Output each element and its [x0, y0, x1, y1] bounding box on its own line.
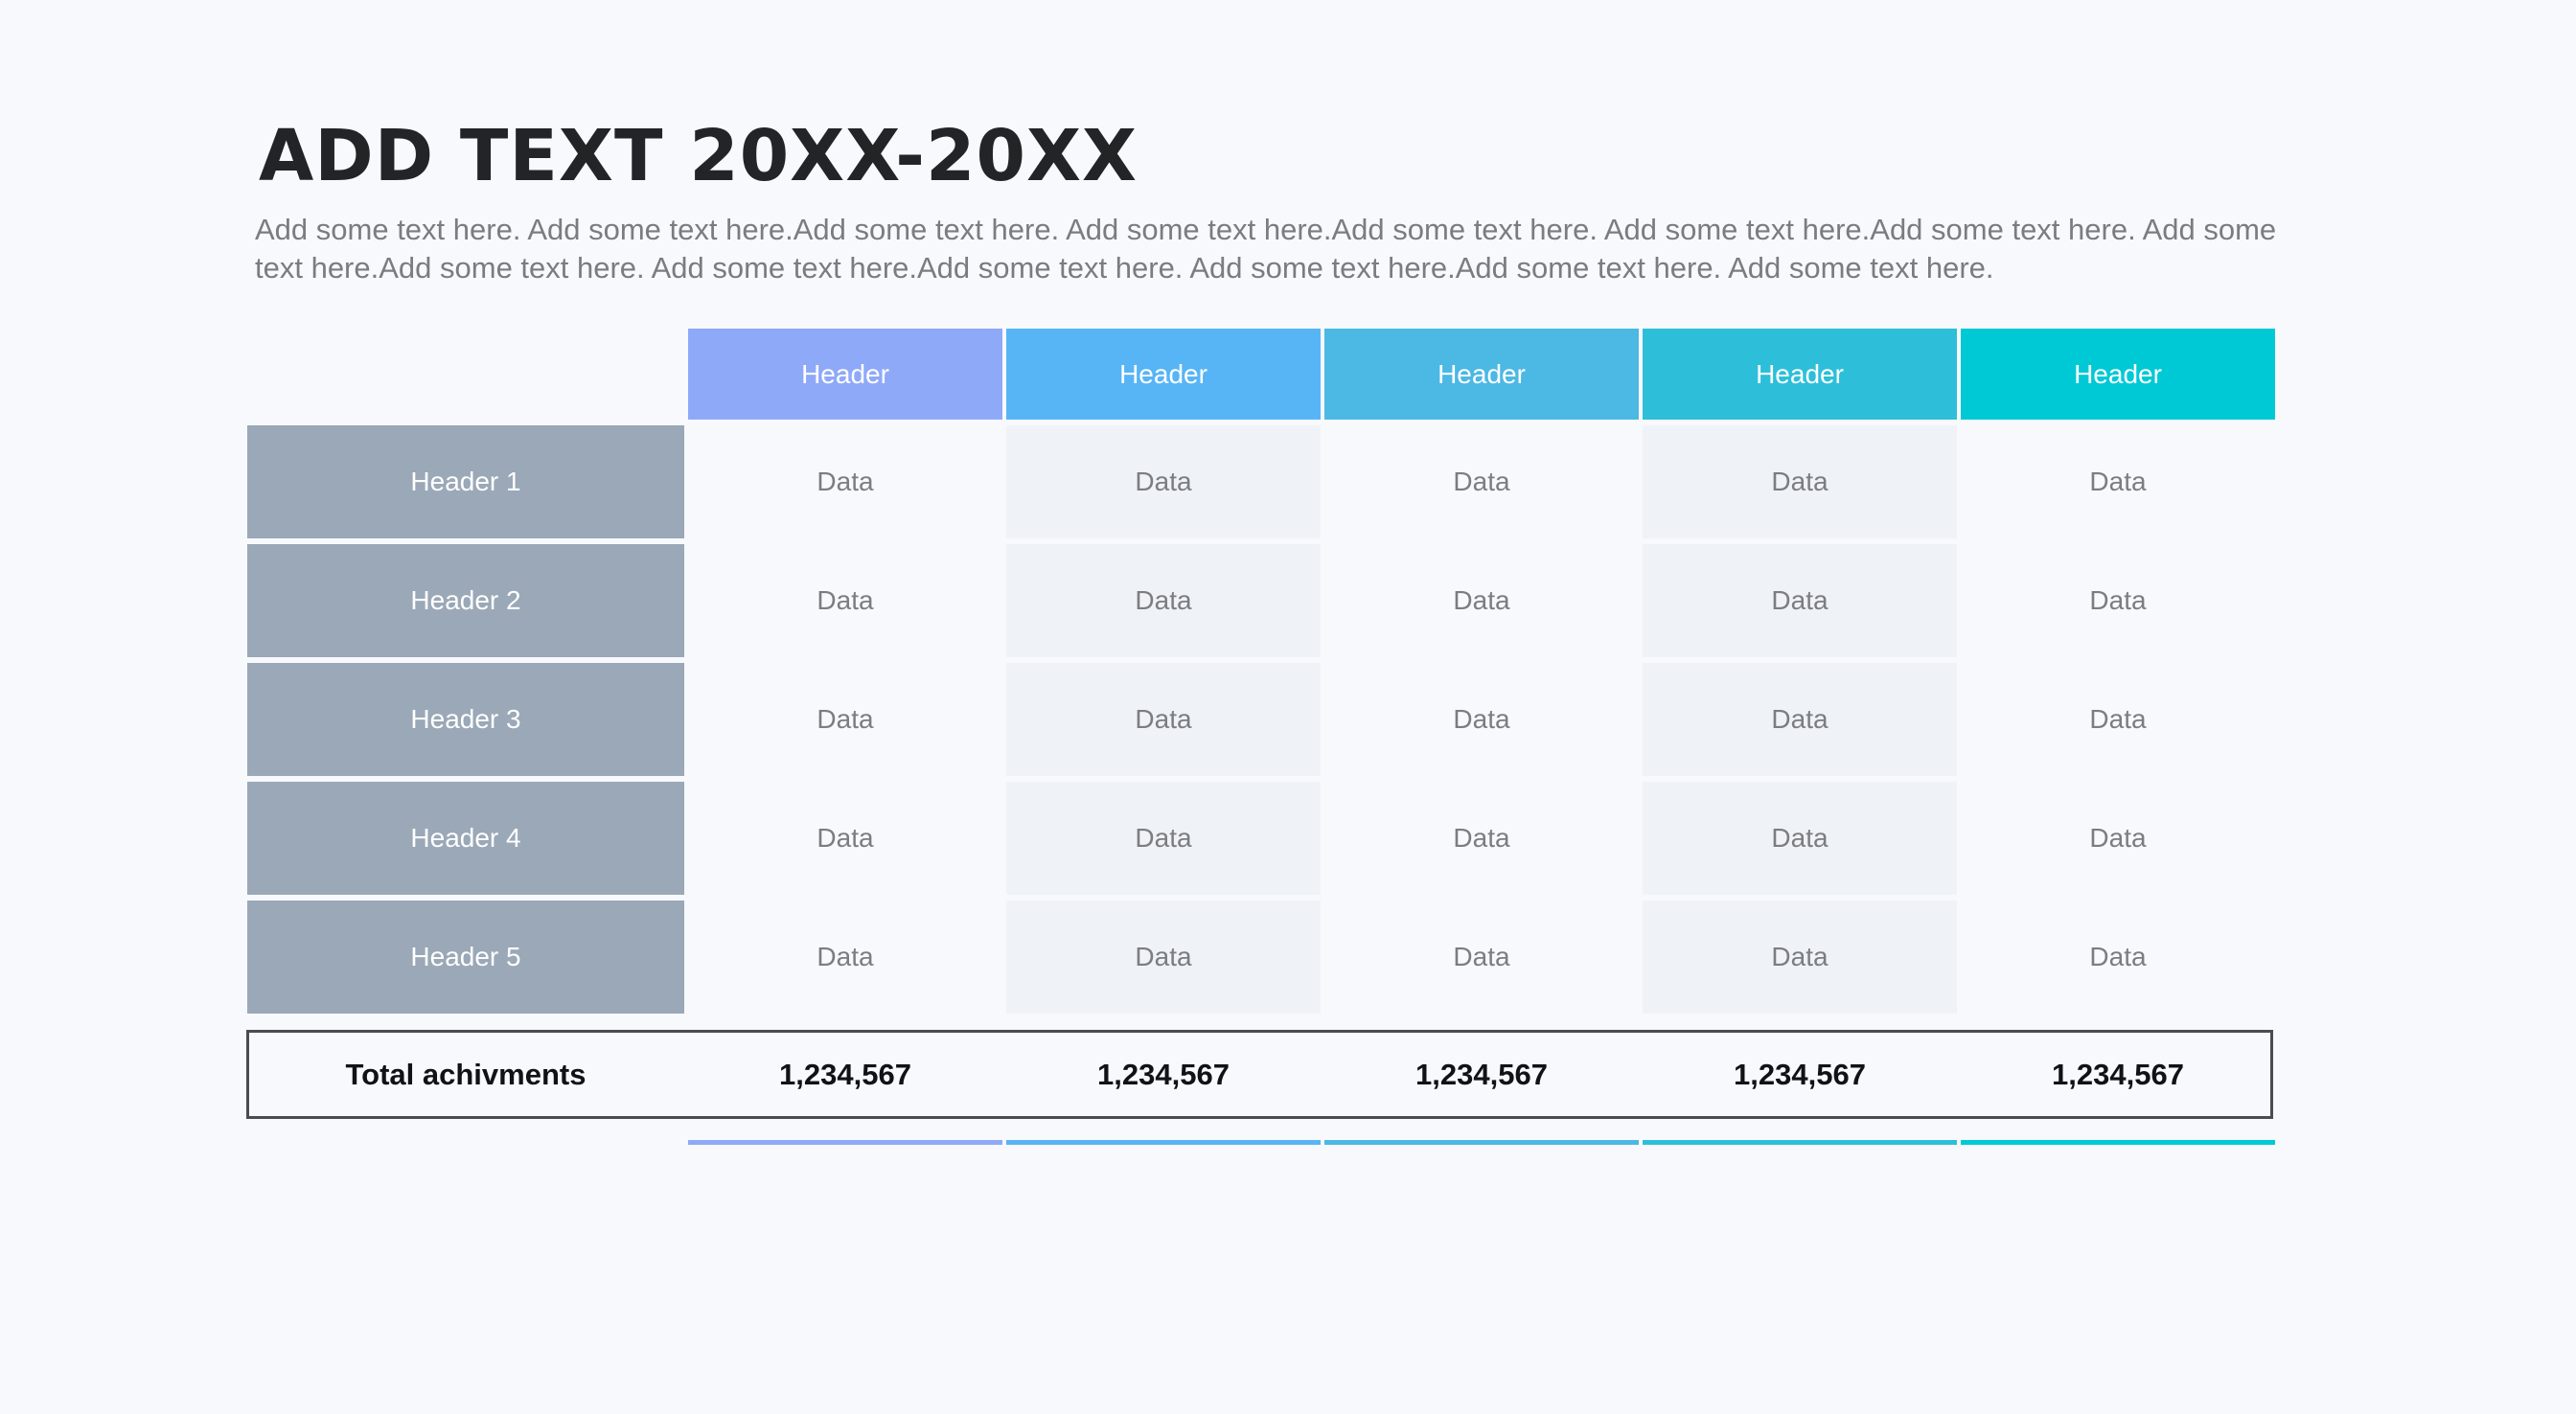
total-value-3: 1,234,567: [1415, 1057, 1548, 1091]
table-cell: Data: [2089, 585, 2147, 615]
row-header-5: Header 5: [247, 901, 684, 1014]
table-cell: Data: [2089, 704, 2147, 734]
page-title: ADD TEXT 20XX-20XX: [259, 115, 1138, 197]
row-header-1: Header 1: [247, 425, 684, 538]
column-header-3: Header: [1324, 329, 1639, 420]
table-cell: Data: [2089, 467, 2147, 496]
table-cell: Data: [1643, 544, 1957, 657]
table-cell: Data: [1006, 782, 1321, 895]
table-cell: Data: [1453, 823, 1510, 853]
table-cell: Data: [1006, 901, 1321, 1014]
table-cell: Data: [1643, 425, 1957, 538]
table-cell: Data: [816, 704, 874, 734]
row-header-4: Header 4: [247, 782, 684, 895]
column-header-2: Header: [1006, 329, 1321, 420]
total-value-1: 1,234,567: [779, 1057, 911, 1091]
table-cell: Data: [1453, 467, 1510, 496]
table-cell: Data: [1006, 663, 1321, 776]
table-cell: Data: [2089, 942, 2147, 971]
accent-line-5: [1961, 1140, 2275, 1145]
table-cell: Data: [816, 467, 874, 496]
total-value-4: 1,234,567: [1734, 1057, 1866, 1091]
table-cell: Data: [1453, 942, 1510, 971]
accent-line-4: [1643, 1140, 1957, 1145]
description-text: Add some text here. Add some text here.A…: [255, 213, 2277, 285]
table-cell: Data: [1453, 704, 1510, 734]
table-cell: Data: [1643, 901, 1957, 1014]
accent-line-1: [688, 1140, 1002, 1145]
table-cell: Data: [1643, 663, 1957, 776]
total-label: Total achivments: [345, 1057, 586, 1091]
total-row-border: [246, 1030, 2273, 1119]
table-cell: Data: [2089, 823, 2147, 853]
total-value-2: 1,234,567: [1097, 1057, 1230, 1091]
column-header-1: Header: [688, 329, 1002, 420]
table-cell: Data: [816, 942, 874, 971]
table-cell: Data: [1006, 425, 1321, 538]
accent-line-2: [1006, 1140, 1321, 1145]
accent-line-3: [1324, 1140, 1639, 1145]
table-cell: Data: [1643, 782, 1957, 895]
column-header-4: Header: [1643, 329, 1957, 420]
column-header-5: Header: [1961, 329, 2275, 420]
table-cell: Data: [816, 585, 874, 615]
table-cell: Data: [1453, 585, 1510, 615]
row-header-3: Header 3: [247, 663, 684, 776]
total-value-5: 1,234,567: [2052, 1057, 2184, 1091]
table-cell: Data: [816, 823, 874, 853]
table-cell: Data: [1006, 544, 1321, 657]
row-header-2: Header 2: [247, 544, 684, 657]
